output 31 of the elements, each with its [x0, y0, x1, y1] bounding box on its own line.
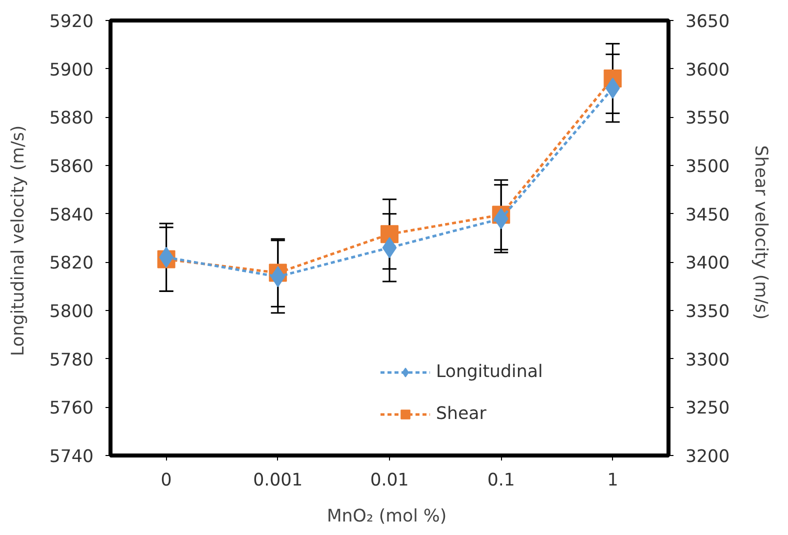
y-tick-label: 5820 — [49, 254, 94, 274]
y2-tick-label: 3250 — [686, 398, 730, 419]
y2-axis-title: Shear velocity (m/s) — [750, 145, 771, 320]
point — [380, 225, 398, 244]
x-tick-label: 0.1 — [487, 470, 515, 490]
x-tick-label: 0.001 — [253, 470, 303, 490]
y2-tick-label: 3350 — [686, 302, 730, 322]
legend-label: Shear — [436, 404, 486, 424]
y2-tick-label: 3450 — [686, 205, 730, 226]
y-tick-label: 5780 — [49, 350, 94, 370]
y-tick-label: 5800 — [49, 302, 94, 322]
y2-tick-label: 3300 — [686, 350, 730, 370]
y-tick-label: 5840 — [49, 205, 94, 226]
y2-tick-label: 3550 — [686, 108, 730, 129]
y-axis-title: Longitudinal velocity (m/s) — [8, 125, 28, 356]
y-tick-label: 5900 — [49, 60, 94, 80]
y2-tick-label: 3400 — [686, 254, 730, 274]
y2-tick-label: 3650 — [686, 12, 730, 32]
y-tick-label: 5920 — [49, 12, 94, 32]
legend-label: Longitudinal — [436, 362, 543, 382]
x-axis-title: MnO₂ (mol %) — [326, 506, 447, 526]
y-tick-label: 5740 — [49, 447, 94, 467]
x-tick-label: 1 — [607, 470, 618, 490]
x-tick-label: 0.01 — [370, 470, 409, 490]
y-tick-label: 5760 — [49, 398, 94, 419]
y2-tick-label: 3500 — [686, 157, 730, 177]
y2-tick-label: 3600 — [686, 60, 730, 80]
y-tick-label: 5860 — [49, 157, 94, 177]
x-tick-label: 0 — [160, 470, 172, 490]
y-tick-label: 5880 — [49, 108, 94, 129]
y2-tick-label: 3200 — [686, 447, 730, 467]
